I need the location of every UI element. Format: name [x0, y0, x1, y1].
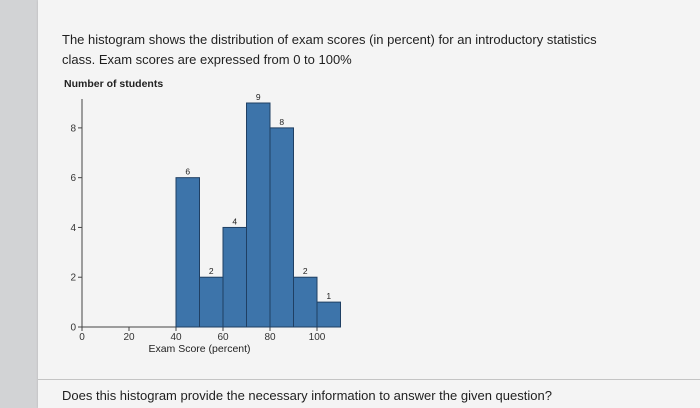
- histogram-bar: [293, 276, 318, 328]
- bar-value-label: 2: [303, 266, 308, 276]
- bar-value-label: 8: [279, 117, 284, 127]
- divider: [38, 379, 700, 380]
- bar-value-label: 2: [209, 266, 214, 276]
- bar-value-label: 6: [185, 167, 190, 177]
- y-tick-label: 4: [70, 223, 76, 234]
- x-tick-label: 40: [170, 332, 182, 343]
- y-tick-label: 8: [70, 123, 76, 134]
- histogram-bar: [199, 276, 224, 328]
- bar-value-label: 9: [256, 92, 261, 102]
- bar-value-label: 1: [326, 291, 331, 301]
- y-tick-label: 0: [70, 323, 76, 334]
- histogram-bar: [175, 177, 200, 328]
- x-tick-label: 100: [309, 332, 326, 343]
- bar-value-label: 4: [232, 216, 237, 226]
- x-axis-label: Exam Score (percent): [148, 343, 250, 355]
- x-tick-label: 0: [79, 332, 85, 343]
- histogram-bar: [222, 226, 247, 328]
- x-tick-label: 60: [217, 332, 229, 343]
- x-tick-label: 80: [264, 332, 276, 343]
- question-card: The histogram shows the distribution of …: [38, 0, 700, 408]
- y-tick-label: 2: [70, 273, 76, 284]
- y-tick-label: 6: [70, 173, 76, 184]
- prompt-text: Does this histogram provide the necessar…: [62, 388, 552, 403]
- question-text: The histogram shows the distribution of …: [62, 32, 597, 67]
- y-axis-label: Number of students: [64, 78, 164, 90]
- histogram-bar: [316, 301, 341, 328]
- x-tick-label: 20: [123, 332, 135, 343]
- histogram-bar: [269, 127, 294, 328]
- histogram-bar: [246, 102, 271, 328]
